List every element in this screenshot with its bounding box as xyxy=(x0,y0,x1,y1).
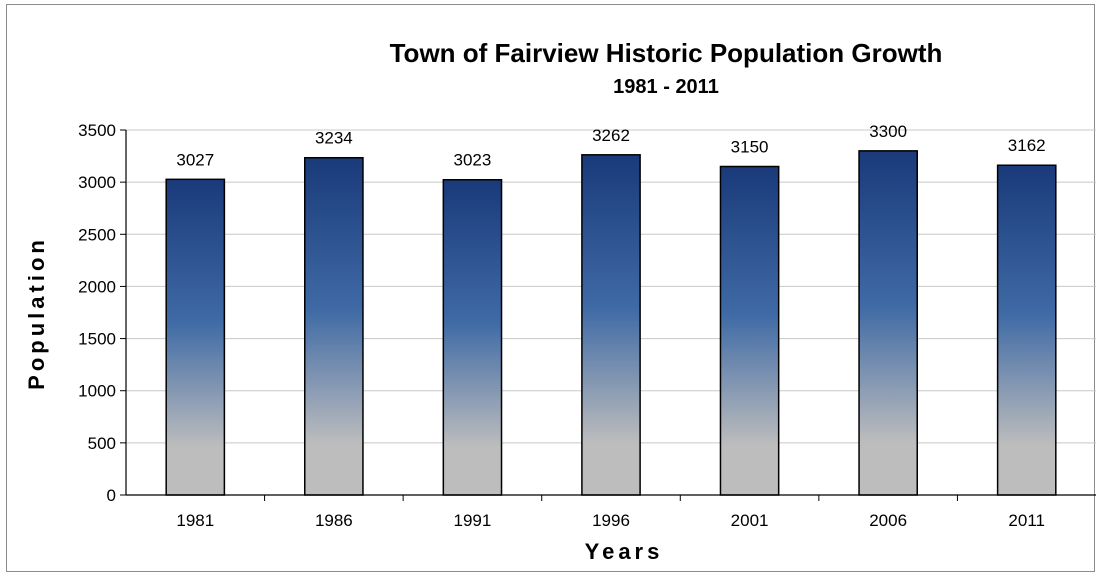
x-axis-ticks: 1981 1986 1991 1996 2001 2006 2011 xyxy=(176,495,1045,530)
y-axis-title: Population xyxy=(24,236,49,390)
data-label-2006: 3300 xyxy=(869,122,907,141)
x-tick-label-2001: 2001 xyxy=(731,511,769,530)
x-tick-label-1991: 1991 xyxy=(454,511,492,530)
bar-1991 xyxy=(442,178,503,496)
x-tick-label-1981: 1981 xyxy=(176,511,214,530)
bar-1986 xyxy=(304,156,364,496)
x-tick-label-2006: 2006 xyxy=(869,511,907,530)
data-label-1991: 3023 xyxy=(454,151,492,170)
data-label-1981: 3027 xyxy=(176,150,214,169)
y-tick-label: 3500 xyxy=(78,121,116,140)
bar-1981 xyxy=(165,178,226,496)
x-axis-title: Years xyxy=(585,539,664,564)
y-axis-ticks: 0 500 1000 1500 2000 2500 3000 3500 xyxy=(78,121,126,505)
data-labels: 3027 3234 3023 3262 3150 3300 3162 xyxy=(176,122,1045,170)
y-tick-label: 1500 xyxy=(78,330,116,349)
data-label-1996: 3262 xyxy=(592,126,630,145)
y-tick-label: 2000 xyxy=(78,277,116,296)
data-label-1986: 3234 xyxy=(315,129,353,148)
y-tick-label: 500 xyxy=(88,434,116,453)
y-tick-label: 2500 xyxy=(78,225,116,244)
bar-2001 xyxy=(719,165,780,496)
x-tick-label-1986: 1986 xyxy=(315,511,353,530)
x-tick-label-1996: 1996 xyxy=(592,511,630,530)
y-tick-label: 0 xyxy=(107,486,116,505)
bar-2011 xyxy=(996,164,1057,496)
data-label-2011: 3162 xyxy=(1008,136,1046,155)
chart-title: Town of Fairview Historic Population Gro… xyxy=(390,38,943,68)
x-tick-label-2011: 2011 xyxy=(1008,511,1045,530)
bar-1996 xyxy=(581,154,641,496)
bar-2006 xyxy=(858,150,918,496)
y-tick-label: 1000 xyxy=(78,382,116,401)
chart-subtitle: 1981 - 2011 xyxy=(613,76,719,98)
y-tick-label: 3000 xyxy=(78,173,116,192)
bars xyxy=(165,150,1057,496)
data-label-2001: 3150 xyxy=(731,138,769,157)
